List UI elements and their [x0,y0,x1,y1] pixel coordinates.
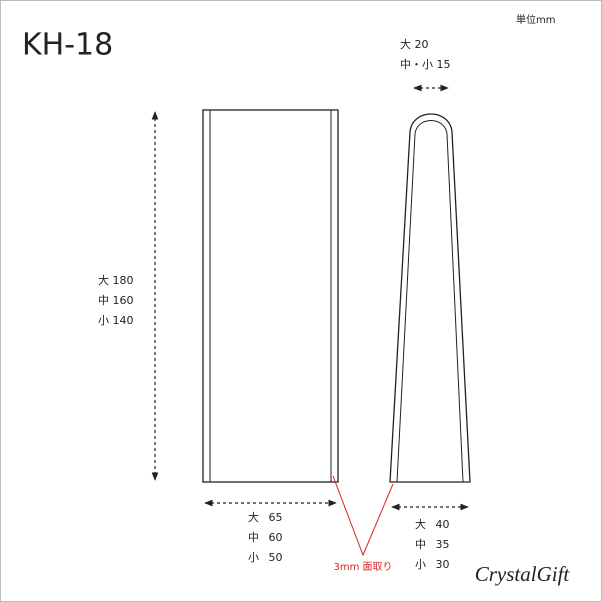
brand: CrystalGift [475,562,571,586]
base-label: 大 40 [415,517,450,531]
chamfer-label: 3mm 面取り [333,561,392,573]
unit: 単位mm [516,13,555,26]
depth-label: 大 20 [400,37,429,51]
height-label: 大 180 [98,273,134,287]
title: KH-18 [22,28,113,63]
width-label: 小 50 [248,551,283,564]
height-label: 中 160 [98,294,134,307]
base-label: 中 35 [415,538,450,551]
depth-label: 中・小 15 [400,58,451,71]
width-label: 中 60 [248,531,283,544]
chamfer-callout [332,475,394,557]
side-view [389,113,471,483]
base-label: 小 30 [415,558,450,571]
width-label: 大 65 [248,510,283,524]
height-label: 小 140 [98,314,134,327]
front-view [202,109,339,483]
